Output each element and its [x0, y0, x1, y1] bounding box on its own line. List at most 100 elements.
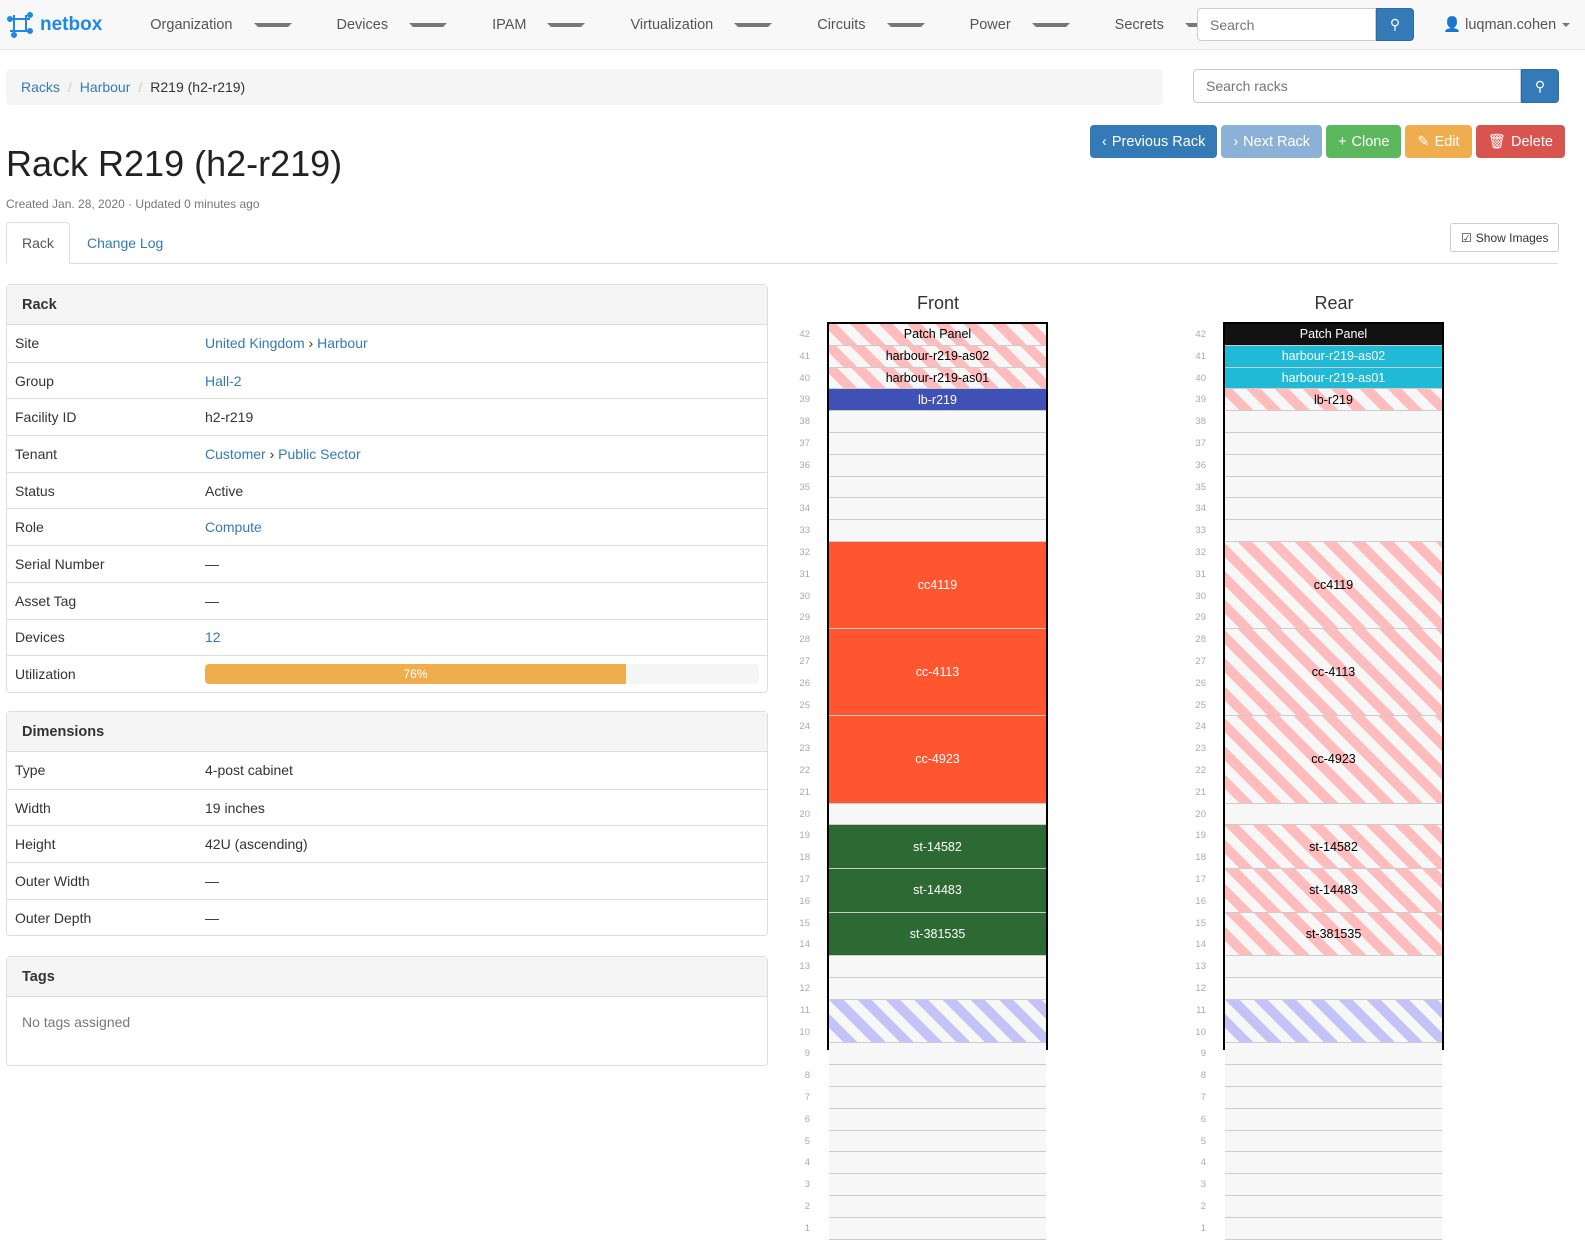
rack-unit-number: 26: [799, 677, 810, 689]
rack-unit-number: 20: [1195, 808, 1206, 820]
previous-rack-button[interactable]: ‹ Previous Rack: [1090, 125, 1218, 158]
empty-rack-unit[interactable]: [1225, 1217, 1442, 1240]
empty-rack-unit[interactable]: [829, 1217, 1046, 1240]
value-link[interactable]: Harbour: [317, 335, 368, 352]
panel-heading: Tags: [7, 957, 767, 997]
empty-rack-unit[interactable]: [1225, 498, 1442, 521]
rack-device[interactable]: st-14582: [1225, 825, 1442, 869]
empty-rack-unit[interactable]: [1225, 454, 1442, 477]
value-link[interactable]: Public Sector: [278, 445, 361, 462]
rack-device[interactable]: cc-4923: [1225, 716, 1442, 804]
empty-rack-unit[interactable]: [829, 1087, 1046, 1109]
rack-device[interactable]: cc-4923: [829, 716, 1046, 804]
rack-device[interactable]: harbour-r219-as01: [1225, 367, 1442, 390]
value-link[interactable]: 12: [205, 629, 221, 646]
empty-rack-unit[interactable]: [829, 1174, 1046, 1196]
rack-unit-number: 38: [1195, 416, 1206, 428]
value-link[interactable]: United Kingdom: [205, 335, 305, 352]
edit-button[interactable]: ✎ Edit: [1405, 125, 1472, 158]
rack-device[interactable]: harbour-r219-as02: [1225, 345, 1442, 368]
empty-rack-unit[interactable]: [1225, 1152, 1442, 1175]
empty-rack-unit[interactable]: [829, 803, 1046, 826]
empty-rack-unit[interactable]: [1225, 956, 1442, 978]
empty-rack-unit[interactable]: [1225, 1108, 1442, 1131]
empty-rack-unit[interactable]: [829, 476, 1046, 499]
tab-rack[interactable]: Rack: [6, 222, 70, 264]
device-name: st-381535: [1305, 926, 1362, 941]
empty-rack-unit[interactable]: [829, 978, 1046, 1000]
empty-rack-unit[interactable]: [1225, 433, 1442, 455]
next-rack-button[interactable]: › Next Rack: [1221, 125, 1323, 158]
breadcrumb-racks[interactable]: Racks: [21, 79, 60, 95]
rack-device[interactable]: harbour-r219-as02: [829, 345, 1046, 368]
empty-rack-unit[interactable]: [829, 454, 1046, 477]
global-search-input[interactable]: [1197, 8, 1376, 41]
rack-device[interactable]: cc4119: [829, 542, 1046, 630]
front-rack-elevation: Patch Panel harbour-r219-as02 harbour-r219…: [827, 322, 1048, 1240]
utilization-bar: 76%: [205, 664, 759, 685]
empty-rack-unit[interactable]: [1225, 1087, 1442, 1109]
reserved-units[interactable]: [1225, 999, 1442, 1044]
empty-rack-unit[interactable]: [829, 956, 1046, 978]
rack-device[interactable]: st-14483: [829, 869, 1046, 913]
breadcrumb-site[interactable]: Harbour: [79, 79, 131, 95]
rack-search-button[interactable]: ⚲: [1521, 69, 1559, 103]
rack-device[interactable]: st-381535: [1225, 912, 1442, 957]
empty-rack-unit[interactable]: [1225, 978, 1442, 1000]
rack-device[interactable]: st-14483: [1225, 869, 1442, 913]
empty-rack-unit[interactable]: [829, 498, 1046, 521]
rack-unit-number: 22: [799, 765, 810, 776]
user-menu[interactable]: 👤 luqman.cohen: [1443, 16, 1571, 33]
rack-unit-number: 32: [799, 547, 810, 558]
tab-change-log[interactable]: Change Log: [87, 235, 164, 251]
empty-rack-unit[interactable]: [1225, 476, 1442, 499]
value-link[interactable]: Customer: [205, 445, 266, 462]
rack-device[interactable]: st-14582: [829, 825, 1046, 869]
empty-rack-unit[interactable]: [1225, 1174, 1442, 1196]
empty-rack-unit[interactable]: [829, 1043, 1046, 1066]
nav-menu-virtualization[interactable]: Virtualization: [600, 17, 787, 33]
caret-down-icon: [1031, 22, 1070, 27]
empty-rack-unit[interactable]: [829, 1152, 1046, 1175]
empty-rack-unit[interactable]: [1225, 1043, 1442, 1066]
empty-rack-unit[interactable]: [829, 1130, 1046, 1153]
rack-device[interactable]: cc-4113: [1225, 629, 1442, 717]
global-search-button[interactable]: ⚲: [1376, 8, 1414, 41]
value-link[interactable]: Compute: [205, 519, 262, 536]
empty-rack-unit[interactable]: [1225, 1130, 1442, 1153]
rack-device[interactable]: cc4119: [1225, 542, 1442, 630]
reserved-units[interactable]: [829, 999, 1046, 1044]
rack-device[interactable]: cc-4113: [829, 629, 1046, 717]
empty-rack-unit[interactable]: [1225, 803, 1442, 826]
nav-menu-power[interactable]: Power: [940, 17, 1085, 33]
netbox-logo-icon: [7, 11, 33, 38]
empty-rack-unit[interactable]: [1225, 1196, 1442, 1218]
empty-rack-unit[interactable]: [829, 433, 1046, 455]
clone-button[interactable]: + Clone: [1326, 125, 1402, 158]
delete-button[interactable]: 🗑 Delete: [1475, 125, 1565, 158]
rack-unit-number: 4: [1200, 1157, 1206, 1169]
page-title: Rack R219 (h2-r219): [6, 143, 343, 184]
show-images-button[interactable]: ☑ Show Images: [1450, 223, 1560, 252]
empty-rack-unit[interactable]: [1225, 1065, 1442, 1087]
empty-rack-unit[interactable]: [829, 1065, 1046, 1087]
nav-menu-devices[interactable]: Devices: [307, 17, 463, 33]
rack-device[interactable]: lb-r219: [829, 389, 1046, 412]
rack-device[interactable]: Patch Panel: [1225, 324, 1442, 346]
rack-device[interactable]: Patch Panel: [829, 324, 1046, 346]
empty-rack-unit[interactable]: [829, 1196, 1046, 1218]
rack-search-input[interactable]: [1193, 69, 1521, 103]
rack-device[interactable]: st-381535: [829, 912, 1046, 957]
value-link[interactable]: Hall-2: [205, 372, 242, 389]
empty-rack-unit[interactable]: [829, 1108, 1046, 1131]
nav-menu-circuits[interactable]: Circuits: [787, 17, 939, 33]
rack-device[interactable]: lb-r219: [1225, 389, 1442, 412]
nav-menu-organization[interactable]: Organization: [120, 17, 306, 33]
empty-rack-unit[interactable]: [829, 411, 1046, 433]
empty-rack-unit[interactable]: [1225, 411, 1442, 433]
empty-rack-unit[interactable]: [829, 520, 1046, 542]
rack-device[interactable]: harbour-r219-as01: [829, 367, 1046, 390]
empty-rack-unit[interactable]: [1225, 520, 1442, 542]
nav-menu-ipam[interactable]: IPAM: [462, 17, 600, 33]
netbox-logo[interactable]: netbox: [6, 11, 102, 39]
